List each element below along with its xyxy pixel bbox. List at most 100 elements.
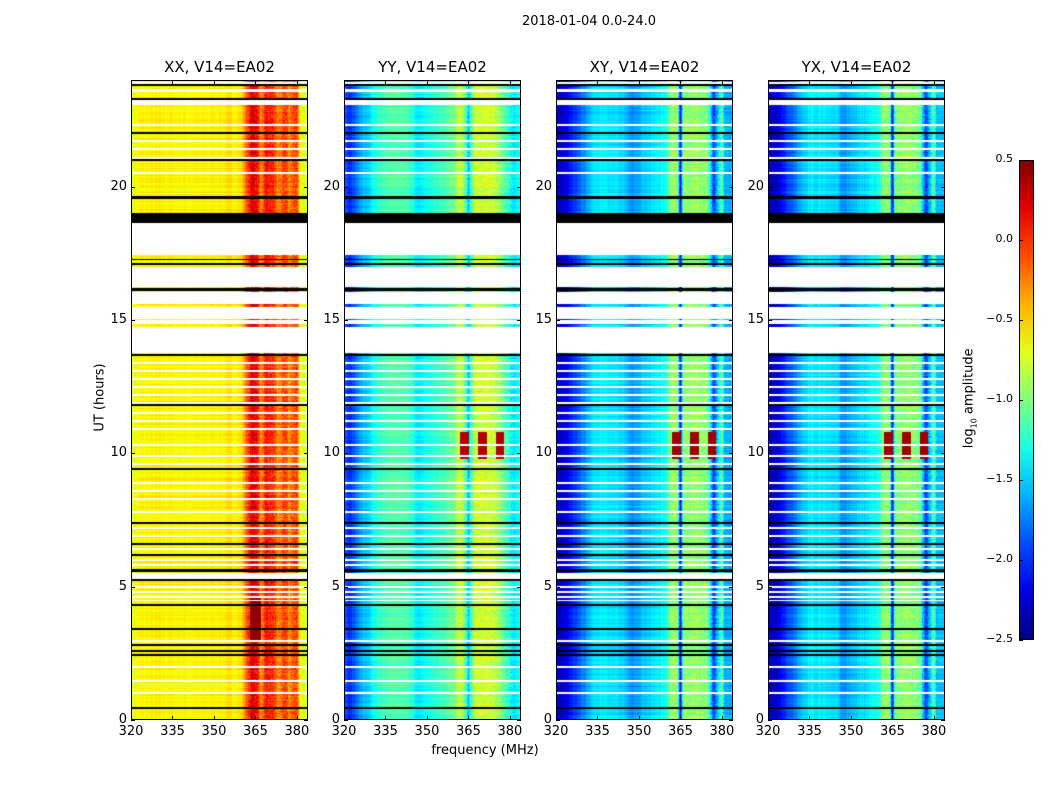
x-tick-label: 335 <box>160 724 185 739</box>
x-tick-mark <box>296 716 298 720</box>
x-tick-mark <box>638 80 640 84</box>
y-tick-label: 10 <box>323 445 340 461</box>
x-tick-label: 320 <box>331 724 357 739</box>
y-tick-mark <box>131 186 135 188</box>
y-axis-label: UT (hours) <box>92 363 108 432</box>
colorbar-label: log10 amplitude <box>961 348 979 449</box>
x-tick-label: 320 <box>543 724 569 739</box>
x-tick-mark <box>255 80 257 84</box>
x-tick-mark <box>933 80 935 84</box>
y-tick-mark <box>344 453 348 455</box>
panel-title: XY, V14=EA02 <box>589 58 700 76</box>
y-tick-label: 5 <box>755 578 764 594</box>
y-tick-mark <box>941 186 945 188</box>
y-tick-mark <box>517 186 521 188</box>
x-tick-mark <box>768 80 769 84</box>
x-tick-mark <box>680 716 682 720</box>
y-tick-mark <box>304 186 308 188</box>
x-tick-mark <box>468 716 470 720</box>
waterfall-panel-1: XX, V14=EA02 320 335 350 365 380 0 5 10 15 20 <box>110 58 309 739</box>
y-tick-label: 15 <box>535 312 552 327</box>
x-tick-label: 320 <box>118 724 144 739</box>
y-tick-label: 5 <box>331 578 340 594</box>
x-tick-label: 365 <box>668 724 693 739</box>
panel-title: YX, V14=EA02 <box>801 58 912 76</box>
x-tick-mark <box>344 716 345 720</box>
y-tick-mark <box>517 320 521 321</box>
colorbar-tick-label: 0.0 <box>995 232 1014 245</box>
y-tick-mark <box>131 320 135 321</box>
x-tick-mark <box>255 716 257 720</box>
colorbar-tick-label: −2.0 <box>986 552 1013 565</box>
colorbar-tick-mark <box>1019 640 1023 641</box>
y-tick-mark <box>304 586 308 588</box>
y-tick-label: 15 <box>323 312 340 327</box>
x-tick-mark <box>556 80 557 84</box>
x-tick-label: 335 <box>585 724 610 739</box>
y-tick-mark <box>131 720 135 721</box>
y-tick-label: 5 <box>543 578 552 594</box>
y-tick-mark <box>556 320 560 321</box>
x-tick-label: 380 <box>709 724 735 739</box>
y-tick-mark <box>768 186 772 188</box>
y-tick-mark <box>729 720 733 721</box>
y-tick-mark <box>517 453 521 455</box>
x-tick-mark <box>509 80 511 84</box>
colorbar-tick-mark <box>1019 160 1023 161</box>
x-tick-label: 320 <box>755 724 781 739</box>
x-tick-label: 350 <box>201 724 227 739</box>
y-tick-mark <box>768 586 772 588</box>
y-tick-mark <box>131 586 135 588</box>
heatmap-image <box>344 80 521 720</box>
colorbar-tick-label: 0.5 <box>995 152 1014 165</box>
x-tick-label: 350 <box>838 724 864 739</box>
y-tick-mark <box>941 720 945 721</box>
x-tick-mark <box>213 716 215 720</box>
x-tick-mark <box>850 80 852 84</box>
x-tick-mark <box>385 80 387 84</box>
y-tick-mark <box>729 586 733 588</box>
colorbar-tick-mark <box>1019 320 1023 321</box>
x-tick-label: 380 <box>497 724 523 739</box>
x-tick-mark <box>809 716 811 720</box>
x-tick-mark <box>850 716 852 720</box>
x-tick-mark <box>296 80 298 84</box>
y-tick-mark <box>768 320 772 321</box>
x-tick-label: 350 <box>414 724 440 739</box>
x-tick-mark <box>426 716 428 720</box>
x-tick-mark <box>597 716 599 720</box>
y-tick-mark <box>131 453 135 455</box>
heatmap-image <box>556 80 733 720</box>
x-tick-mark <box>468 80 470 84</box>
y-tick-mark <box>729 186 733 188</box>
y-tick-mark <box>556 720 560 721</box>
y-tick-label: 20 <box>535 178 552 194</box>
y-tick-mark <box>304 453 308 455</box>
x-tick-mark <box>385 716 387 720</box>
y-tick-label: 0 <box>331 712 340 727</box>
y-tick-mark <box>556 186 560 188</box>
x-tick-mark <box>680 80 682 84</box>
y-tick-label: 0 <box>118 712 127 727</box>
colorbar-tick-mark <box>1019 480 1023 481</box>
y-tick-mark <box>304 720 308 721</box>
y-tick-mark <box>556 453 560 455</box>
x-tick-mark <box>597 80 599 84</box>
x-tick-mark <box>344 80 345 84</box>
colorbar-tick-label: −2.5 <box>986 632 1013 645</box>
y-tick-label: 20 <box>110 178 127 194</box>
y-tick-mark <box>556 586 560 588</box>
x-tick-label: 380 <box>284 724 310 739</box>
y-tick-mark <box>304 320 308 321</box>
x-tick-mark <box>172 716 174 720</box>
x-tick-mark <box>638 716 640 720</box>
colorbar-tick-mark <box>1019 400 1023 401</box>
x-tick-mark <box>809 80 811 84</box>
y-tick-label: 5 <box>118 578 127 594</box>
x-tick-mark <box>892 80 894 84</box>
y-tick-mark <box>344 320 348 321</box>
y-tick-mark <box>344 186 348 188</box>
colorbar-tick-label: −0.5 <box>986 312 1013 325</box>
x-tick-mark <box>509 716 511 720</box>
